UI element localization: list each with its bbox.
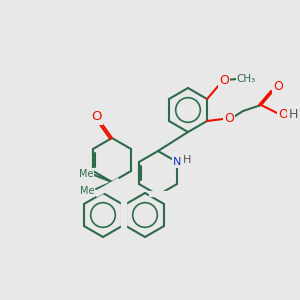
Text: Me: Me <box>80 186 94 196</box>
Text: Me: Me <box>79 169 93 179</box>
Text: O: O <box>224 112 234 124</box>
Text: O: O <box>278 109 288 122</box>
Text: H: H <box>288 109 298 122</box>
Text: O: O <box>92 110 102 124</box>
Text: N: N <box>173 157 181 167</box>
Text: O: O <box>219 74 229 86</box>
Text: H: H <box>183 155 191 165</box>
Text: O: O <box>273 80 283 92</box>
Text: CH₃: CH₃ <box>236 74 256 84</box>
